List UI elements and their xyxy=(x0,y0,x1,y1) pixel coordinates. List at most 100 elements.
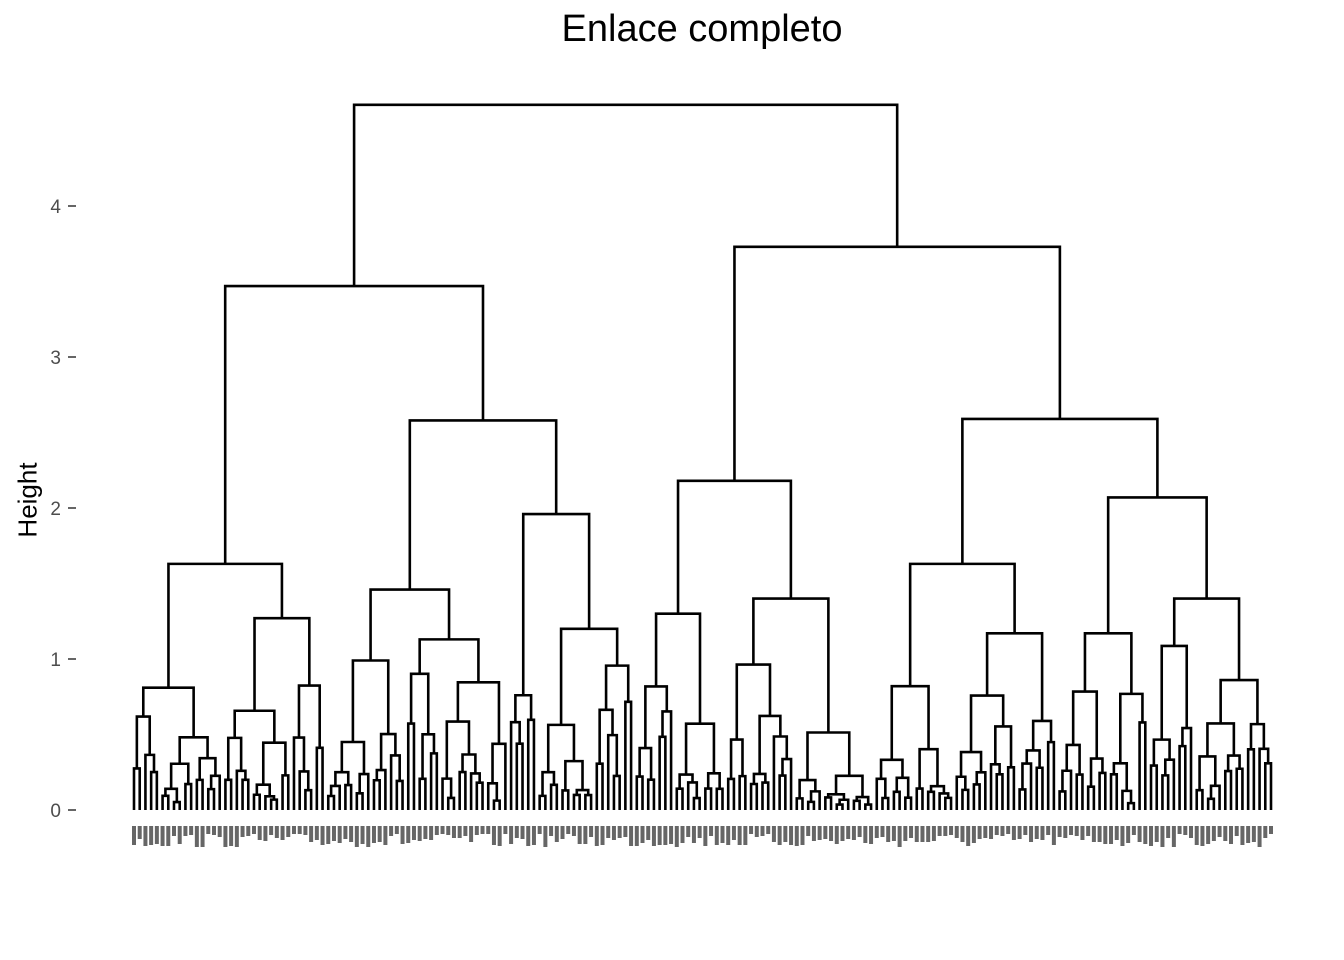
dendrogram-branch xyxy=(304,788,313,810)
leaf-label xyxy=(269,826,274,835)
dendrogram-branch xyxy=(1106,496,1208,634)
dendrogram-branch xyxy=(1206,797,1216,810)
leaf-label xyxy=(1114,826,1119,840)
dendrogram-branch xyxy=(521,512,591,696)
dendrogram-branch xyxy=(475,781,484,810)
leaf-label xyxy=(509,826,514,844)
leaf-label xyxy=(469,826,474,842)
leaf-label xyxy=(1211,826,1216,841)
dendrogram-branch xyxy=(458,770,467,810)
dendrogram-branch xyxy=(1083,632,1133,694)
dendrogram-branch xyxy=(749,782,759,810)
dendrogram-branch xyxy=(646,778,656,810)
dendrogram-branch xyxy=(315,746,324,810)
leaf-label xyxy=(1069,826,1074,835)
leaf-label xyxy=(1103,826,1108,844)
dendrogram-branch xyxy=(959,750,983,777)
y-tick-label: 1 xyxy=(50,650,61,671)
leaf-label xyxy=(726,826,731,845)
leaf-label xyxy=(343,826,348,839)
leaf-label xyxy=(554,826,559,842)
leaf-label xyxy=(320,826,325,845)
leaf-label xyxy=(766,826,771,834)
leaf-label xyxy=(274,826,279,838)
leaf-label xyxy=(669,826,674,844)
dendrogram-branch xyxy=(772,735,789,810)
dendrogram-branch xyxy=(612,774,621,810)
leaf-label xyxy=(1263,826,1268,838)
dendrogram-branch xyxy=(161,794,170,810)
dendrogram-branch xyxy=(264,795,276,810)
leaf-label xyxy=(303,826,308,835)
leaf-label xyxy=(246,826,251,836)
leaf-label xyxy=(709,826,714,836)
dendrogram-branch xyxy=(1021,762,1033,810)
leaf-label xyxy=(640,826,645,843)
leaf-label xyxy=(1046,826,1051,835)
dendrogram-tree xyxy=(132,103,1273,810)
chart-title: Enlace completo xyxy=(561,8,843,50)
leaf-label xyxy=(446,826,451,835)
dendrogram-branch xyxy=(826,792,846,800)
dendrogram-branch xyxy=(890,684,930,760)
leaf-label xyxy=(1086,826,1091,836)
dendrogram-branch xyxy=(1152,738,1171,766)
leaf-label xyxy=(1183,826,1188,835)
leaf-label xyxy=(760,826,765,836)
dendrogram-branch xyxy=(1172,597,1241,681)
leaf-label xyxy=(977,826,982,839)
leaf-label xyxy=(566,826,571,834)
leaf-label xyxy=(920,826,925,842)
dendrogram-branch xyxy=(223,284,485,564)
leaf-label xyxy=(846,826,851,839)
leaf-label xyxy=(1051,826,1056,845)
leaf-label xyxy=(474,826,479,835)
dendrogram-branch xyxy=(421,733,436,779)
dendrogram-branch xyxy=(994,725,1013,768)
leaf-label xyxy=(257,826,262,840)
leaf-label xyxy=(526,826,531,846)
leaf-label xyxy=(1080,826,1085,840)
dendrogram-branch xyxy=(806,731,851,781)
dendrogram-branch xyxy=(1119,692,1144,764)
dendrogram-branch xyxy=(132,767,142,810)
dendrogram-branch xyxy=(781,757,793,810)
leaf-label xyxy=(251,826,256,834)
dendrogram-branch xyxy=(253,616,311,711)
dendrogram-branch xyxy=(1226,754,1241,772)
leaf-label xyxy=(811,826,816,841)
dendrogram-branch xyxy=(255,783,271,797)
dendrogram-branch xyxy=(226,736,243,780)
leaf-label xyxy=(280,826,285,840)
dendrogram-branch xyxy=(675,787,684,810)
leaf-label xyxy=(149,826,154,845)
leaf-label xyxy=(354,826,359,847)
dendrogram-branch xyxy=(209,774,222,810)
leaf-label xyxy=(1217,826,1222,837)
leaf-label xyxy=(914,826,919,842)
leaf-label xyxy=(377,826,382,842)
dendrogram-branch xyxy=(654,612,702,724)
dendrogram-branch xyxy=(269,798,279,810)
leaf-label xyxy=(531,826,536,845)
leaf-label xyxy=(783,826,788,842)
leaf-label xyxy=(926,826,931,842)
leaf-label xyxy=(1029,826,1034,842)
leaf-label xyxy=(217,826,222,837)
dendrogram-branch xyxy=(852,799,861,810)
dendrogram-branch xyxy=(1206,722,1236,757)
dendrogram-branch xyxy=(1089,757,1104,787)
leaf-label xyxy=(1137,826,1142,842)
dendrogram-branch xyxy=(824,796,833,810)
leaf-label xyxy=(400,826,405,844)
dendrogram-branch xyxy=(1263,761,1273,810)
leaf-label xyxy=(931,826,936,841)
dendrogram-branch xyxy=(395,779,404,810)
dendrogram-branch xyxy=(297,684,321,748)
dendrogram-branch xyxy=(1075,773,1084,810)
dendrogram-branch xyxy=(944,796,953,810)
dendrogram-branch xyxy=(408,419,558,590)
leaf-label xyxy=(309,826,314,842)
dendrogram-branch xyxy=(595,762,604,810)
leaf-label xyxy=(486,826,491,834)
